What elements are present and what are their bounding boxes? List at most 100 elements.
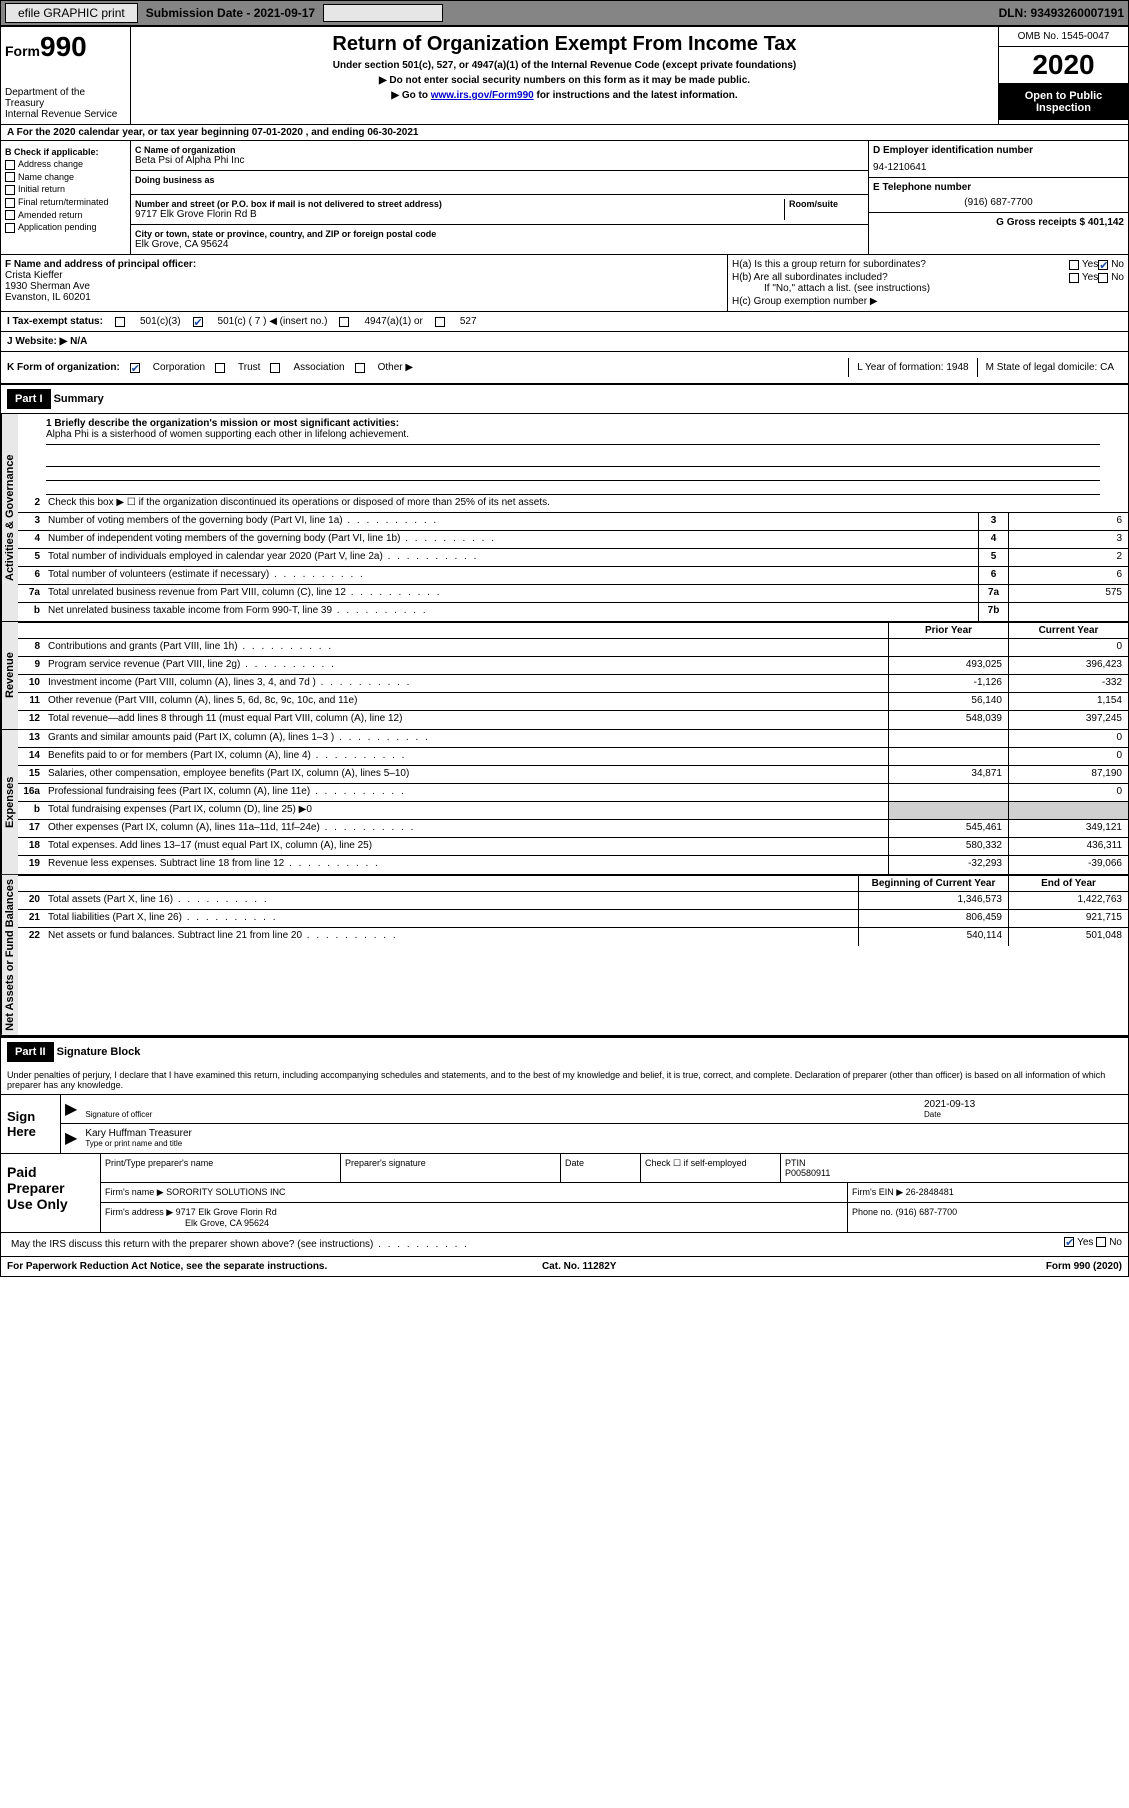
self-employed-check: Check ☐ if self-employed	[641, 1154, 781, 1182]
dba-box: Doing business as	[131, 171, 868, 195]
line-11: Other revenue (Part VIII, column (A), li…	[44, 693, 888, 710]
checkbox-other[interactable]	[355, 363, 365, 373]
checkbox-501c3[interactable]	[115, 317, 125, 327]
org-city: Elk Grove, CA 95624	[135, 239, 864, 250]
footer: For Paperwork Reduction Act Notice, see …	[1, 1256, 1128, 1276]
arrow-icon: ▶	[65, 1128, 77, 1148]
tax-status-row: I Tax-exempt status: 501(c)(3) 501(c) ( …	[1, 312, 1128, 332]
form-title: Return of Organization Exempt From Incom…	[137, 33, 992, 56]
line-9: Program service revenue (Part VIII, line…	[44, 657, 888, 674]
checkbox-final-return[interactable]	[5, 198, 15, 208]
ein-box: D Employer identification number 94-1210…	[869, 141, 1128, 178]
line-18: Total expenses. Add lines 13–17 (must eq…	[44, 838, 888, 855]
toolbar: efile GRAPHIC print Submission Date - 20…	[0, 0, 1129, 26]
blank-button[interactable]	[323, 4, 443, 22]
officer-name: Crista Kieffer	[5, 270, 723, 281]
col-b-checkboxes: B Check if applicable: Address change Na…	[1, 141, 131, 254]
checkbox-app-pending[interactable]	[5, 223, 15, 233]
checkbox-name-change[interactable]	[5, 172, 15, 182]
year-formation: L Year of formation: 1948	[848, 358, 976, 377]
line-19: Revenue less expenses. Subtract line 18 …	[44, 856, 888, 874]
checkbox-corp[interactable]	[130, 363, 140, 373]
line-7b: Net unrelated business taxable income fr…	[44, 603, 978, 621]
ptin-value: P00580911	[785, 1168, 830, 1178]
signature-date: 2021-09-13	[924, 1099, 1124, 1110]
dept-treasury: Department of the Treasury	[5, 87, 126, 109]
omb-number: OMB No. 1545-0047	[999, 27, 1128, 47]
prep-sig-label: Preparer's signature	[341, 1154, 561, 1182]
org-name: Beta Psi of Alpha Phi Inc	[135, 155, 864, 166]
checkbox-ha-no[interactable]	[1098, 260, 1108, 270]
org-name-box: C Name of organization Beta Psi of Alpha…	[131, 141, 868, 171]
label-revenue: Revenue	[1, 622, 18, 729]
line-14: Benefits paid to or for members (Part IX…	[44, 748, 888, 765]
line-2: Check this box ▶ ☐ if the organization d…	[44, 495, 1128, 512]
firm-addr2: Elk Grove, CA 95624	[105, 1218, 269, 1228]
firm-name: SORORITY SOLUTIONS INC	[166, 1187, 285, 1197]
checkbox-ha-yes[interactable]	[1069, 260, 1079, 270]
h-block: H(a) Is this a group return for subordin…	[728, 255, 1128, 311]
current-year-header: Current Year	[1008, 623, 1128, 638]
line-21: Total liabilities (Part X, line 26)	[44, 910, 858, 927]
checkbox-initial-return[interactable]	[5, 185, 15, 195]
part1-header: Part I Summary	[1, 385, 1128, 414]
phone-value: (916) 687-7700	[873, 197, 1124, 208]
checkbox-address-change[interactable]	[5, 160, 15, 170]
line-22: Net assets or fund balances. Subtract li…	[44, 928, 858, 946]
year-block: OMB No. 1545-0047 2020 Open to Public In…	[998, 27, 1128, 124]
officer-printed-name: Kary Huffman Treasurer	[85, 1128, 1124, 1139]
paid-preparer-label: Paid Preparer Use Only	[1, 1154, 101, 1232]
phone-box: E Telephone number (916) 687-7700	[869, 178, 1128, 213]
label-governance: Activities & Governance	[1, 414, 18, 621]
submission-date: Submission Date - 2021-09-17	[146, 6, 315, 20]
org-address: 9717 Elk Grove Florin Rd B	[135, 209, 784, 220]
dept-irs: Internal Revenue Service	[5, 109, 126, 120]
bcy-header: Beginning of Current Year	[858, 876, 1008, 891]
line-13: Grants and similar amounts paid (Part IX…	[44, 730, 888, 747]
line-6: Total number of volunteers (estimate if …	[44, 567, 978, 584]
line-16a: Professional fundraising fees (Part IX, …	[44, 784, 888, 801]
hc-group-exemption: H(c) Group exemption number ▶	[732, 296, 1124, 307]
form-subtitle-2: ▶ Do not enter social security numbers o…	[137, 75, 992, 86]
line-15: Salaries, other compensation, employee b…	[44, 766, 888, 783]
form-number: 990	[40, 31, 87, 62]
prior-year-header: Prior Year	[888, 623, 1008, 638]
form990-link[interactable]: www.irs.gov/Form990	[431, 90, 534, 101]
line-8: Contributions and grants (Part VIII, lin…	[44, 639, 888, 656]
signature-block: Part II Signature Block Under penalties …	[1, 1036, 1128, 1256]
dln: DLN: 93493260007191	[999, 6, 1124, 20]
checkbox-amended[interactable]	[5, 210, 15, 220]
checkbox-4947[interactable]	[339, 317, 349, 327]
line-17: Other expenses (Part IX, column (A), lin…	[44, 820, 888, 837]
tax-year: 2020	[999, 47, 1128, 84]
officer-addr1: 1930 Sherman Ave	[5, 281, 723, 292]
declaration-text: Under penalties of perjury, I declare th…	[1, 1066, 1128, 1094]
checkbox-assoc[interactable]	[270, 363, 280, 373]
sign-here-label: Sign Here	[1, 1095, 61, 1153]
checkbox-hb-no[interactable]	[1098, 273, 1108, 283]
form-subtitle-1: Under section 501(c), 527, or 4947(a)(1)…	[137, 60, 992, 71]
line-10: Investment income (Part VIII, column (A)…	[44, 675, 888, 692]
label-expenses: Expenses	[1, 730, 18, 874]
checkbox-501c[interactable]	[193, 317, 203, 327]
checkbox-discuss-yes[interactable]	[1064, 1237, 1074, 1247]
gross-receipts: G Gross receipts $ 401,142	[869, 213, 1128, 232]
form-label: Form	[5, 43, 40, 59]
line-20: Total assets (Part X, line 16)	[44, 892, 858, 909]
k-row: K Form of organization: Corporation Trus…	[1, 352, 1128, 385]
line-4: Number of independent voting members of …	[44, 531, 978, 548]
checkbox-discuss-no[interactable]	[1096, 1237, 1106, 1247]
officer-addr2: Evanston, IL 60201	[5, 292, 723, 303]
line-16b: Total fundraising expenses (Part IX, col…	[44, 802, 888, 819]
efile-button[interactable]: efile GRAPHIC print	[5, 3, 138, 23]
checkbox-trust[interactable]	[215, 363, 225, 373]
form-title-block: Return of Organization Exempt From Incom…	[131, 27, 998, 124]
firm-addr1: 9717 Elk Grove Florin Rd	[176, 1207, 277, 1217]
mission-text: Alpha Phi is a sisterhood of women suppo…	[46, 429, 1100, 445]
label-netassets: Net Assets or Fund Balances	[1, 875, 18, 1035]
line-5: Total number of individuals employed in …	[44, 549, 978, 566]
checkbox-527[interactable]	[435, 317, 445, 327]
city-box: City or town, state or province, country…	[131, 225, 868, 254]
checkbox-hb-yes[interactable]	[1069, 273, 1079, 283]
website-value: N/A	[70, 336, 87, 347]
